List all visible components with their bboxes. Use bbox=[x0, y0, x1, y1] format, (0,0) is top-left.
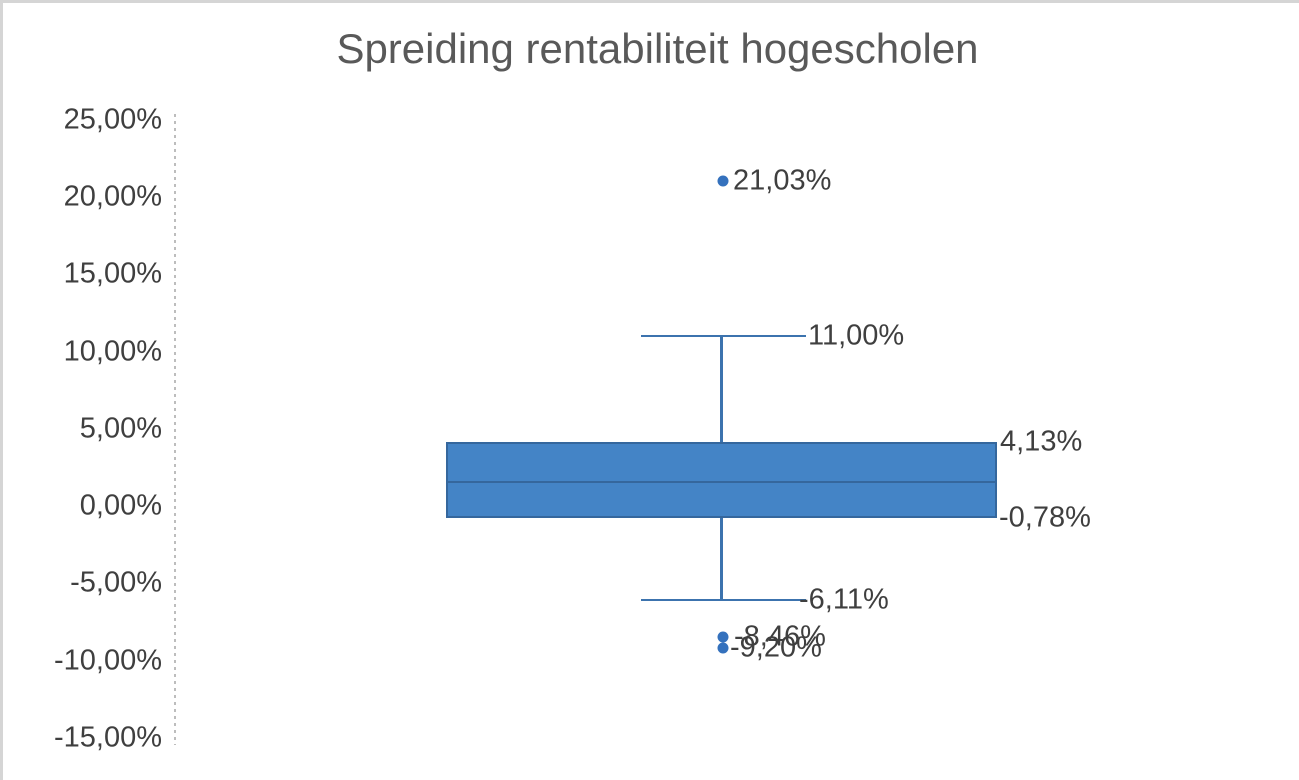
chart-title: Spreiding rentabiliteit hogescholen bbox=[336, 25, 979, 72]
median-line bbox=[448, 481, 995, 484]
y-tick-label-15: 15,00% bbox=[63, 257, 162, 290]
q3-label: 4,13% bbox=[1000, 425, 1083, 458]
image-border-left bbox=[0, 0, 3, 780]
whisker-low-label: -6,11% bbox=[799, 583, 889, 616]
lower-whisker-cap bbox=[641, 599, 806, 602]
lower-outlier-label-2: -9,20% bbox=[730, 631, 822, 664]
y-tick-label-20: 20,00% bbox=[63, 180, 162, 213]
upper-outlier-dot bbox=[717, 175, 729, 187]
y-tick-label-neg10: -10,00% bbox=[53, 644, 162, 676]
box-q1-q3 bbox=[446, 442, 997, 519]
y-tick-label-0: 0,00% bbox=[79, 489, 162, 522]
whisker-high-label: 11,00% bbox=[808, 319, 905, 352]
y-tick-label-5: 5,00% bbox=[79, 412, 162, 445]
y-tick-label-25: 25,00% bbox=[63, 103, 162, 136]
upper-outlier-label: 21,03% bbox=[733, 164, 832, 197]
image-border-top bbox=[0, 0, 1299, 3]
y-tick-label-neg15: -15,00% bbox=[53, 721, 162, 754]
upper-whisker-cap bbox=[641, 335, 806, 338]
lower-outlier-label-1: -8,46% bbox=[734, 620, 826, 653]
y-tick-label-10: 10,00% bbox=[63, 335, 162, 367]
lower-outlier-dot-2 bbox=[717, 642, 729, 654]
lower-outlier-dot-1 bbox=[717, 631, 729, 643]
q1-label: -0,78% bbox=[999, 501, 1091, 534]
y-tick-label-neg5: -5,00% bbox=[70, 566, 162, 599]
y-axis-line bbox=[174, 114, 176, 745]
